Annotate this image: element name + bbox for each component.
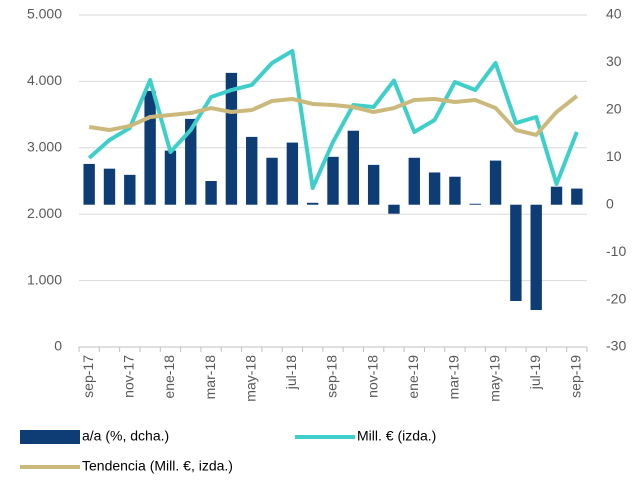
bar: [144, 90, 156, 205]
y2-tick-label: 30: [606, 53, 622, 69]
y2-tick-label: -20: [606, 290, 626, 306]
y2-tick-label: 0: [606, 195, 614, 211]
bar: [103, 168, 116, 205]
x-tick-label: may-19: [486, 355, 502, 402]
bar: [571, 188, 583, 205]
x-tick-label: nov-18: [364, 355, 380, 398]
y-tick-label: 4.000: [27, 72, 62, 88]
x-tick-label: sep-17: [80, 355, 96, 398]
line: [87, 48, 579, 190]
x-tick-label: mar-18: [202, 355, 218, 400]
x-tick-label: nov-17: [121, 355, 137, 398]
y2-tick-label: -10: [606, 243, 626, 259]
x-tick-label: ene-18: [161, 355, 177, 399]
y-tick-label: 2.000: [27, 205, 62, 221]
x-tick-label: mar-19: [446, 355, 462, 400]
legend-label: Tendencia (Mill. €, izda.): [82, 458, 233, 474]
bar: [205, 181, 217, 205]
y2-tick-label: 20: [606, 101, 622, 117]
bar: [185, 118, 197, 205]
bar: [550, 186, 563, 205]
y2-tick-label: 10: [606, 148, 622, 164]
y-tick-label: 1.000: [27, 271, 62, 287]
bar: [124, 174, 136, 205]
bar: [428, 172, 441, 205]
y-tick-label: 3.000: [27, 139, 62, 155]
x-tick-label: jul-19: [527, 355, 543, 390]
x-tick-label: may-18: [242, 355, 258, 402]
line: [88, 94, 579, 137]
bar: [530, 204, 542, 311]
x-tick-label: sep-19: [568, 355, 584, 398]
bar: [327, 156, 339, 205]
bar: [306, 202, 319, 205]
bar: [347, 130, 360, 205]
bar: [266, 157, 278, 205]
legend-label: a/a (%, dcha.): [82, 428, 169, 444]
bar: [246, 136, 258, 205]
bar: [388, 204, 400, 214]
y2-tick-label: 40: [606, 6, 622, 22]
x-tick-label: jul-18: [283, 355, 299, 390]
y-tick-label: 5.000: [27, 6, 62, 22]
bar: [469, 203, 481, 205]
x-tick-label: sep-18: [324, 355, 340, 398]
bar: [164, 150, 177, 205]
bar: [510, 204, 522, 301]
bar: [367, 164, 380, 205]
bar: [449, 176, 461, 205]
y2-tick-label: -30: [606, 338, 626, 354]
legend: a/a (%, dcha.) Mill. € (izda.) Tendencia (…: [20, 428, 436, 474]
legend-label: Mill. € (izda.): [357, 428, 436, 444]
y-tick-label: 0: [54, 338, 62, 354]
x-tick-label: ene-19: [405, 355, 421, 399]
bar: [286, 142, 299, 205]
bar: [225, 72, 238, 205]
bar: [408, 157, 420, 205]
bar: [83, 163, 95, 205]
bar: [489, 160, 502, 205]
legend-swatch: [20, 430, 80, 444]
